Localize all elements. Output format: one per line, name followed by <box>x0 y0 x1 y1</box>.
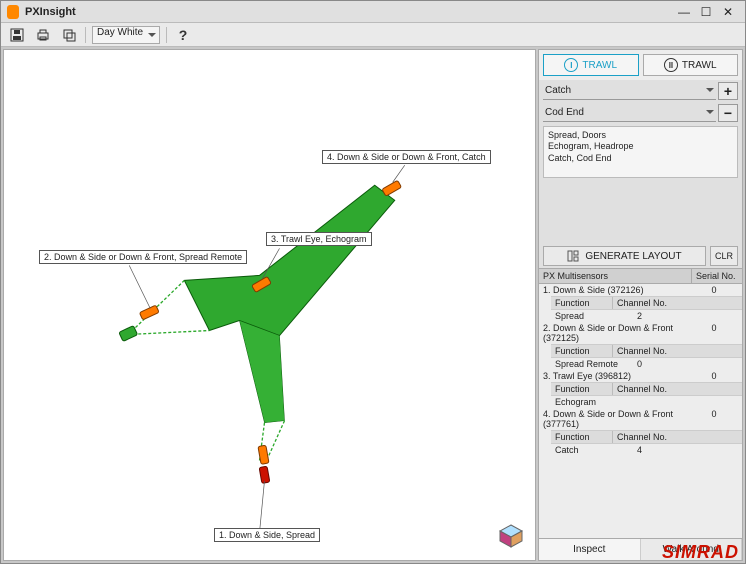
grid-header-name: PX Multisensors <box>539 269 692 283</box>
sensor-name: 3. Trawl Eye (396812) <box>543 371 690 381</box>
sensor-row[interactable]: 4. Down & Side or Down & Front (377761) … <box>539 408 742 430</box>
maximize-button[interactable]: ☐ <box>695 5 717 19</box>
add-button[interactable]: + <box>718 82 738 100</box>
callout-3: 3. Trawl Eye, Echogram <box>266 232 372 246</box>
sensor-ch: 0 <box>637 359 642 369</box>
callout-2: 2. Down & Side or Down & Front, Spread R… <box>39 250 247 264</box>
separator <box>166 27 167 43</box>
sensor-fn: Catch <box>555 445 637 455</box>
clear-button[interactable]: CLR <box>710 246 738 266</box>
dropdown-codend[interactable]: Cod End <box>543 104 716 122</box>
sensor-serial: 0 <box>690 371 738 381</box>
sensor-row[interactable]: 1. Down & Side (372126) 0 <box>539 284 742 296</box>
print-icon[interactable] <box>33 26 53 44</box>
sensor-subrow: Catch4 <box>551 444 742 456</box>
tab-trawl-2[interactable]: II TRAWL <box>643 54 739 76</box>
sensor-fn: Spread <box>555 311 637 321</box>
list-item: Echogram, Headrope <box>548 141 733 152</box>
app-icon <box>7 5 19 19</box>
list-item: Spread, Doors <box>548 130 733 141</box>
gen-label: GENERATE LAYOUT <box>585 251 681 262</box>
tab-trawl-1[interactable]: I TRAWL <box>543 54 639 76</box>
trawl-tabs: I TRAWL II TRAWL <box>539 50 742 80</box>
save-icon[interactable] <box>7 26 27 44</box>
sensor-subrow: Spread2 <box>551 310 742 322</box>
sensor-serial: 0 <box>690 409 738 429</box>
roman-2-icon: II <box>664 58 678 72</box>
sensor-row[interactable]: 3. Trawl Eye (396812) 0 <box>539 370 742 382</box>
callout-1: 1. Down & Side, Spread <box>214 528 320 542</box>
dd-value: Catch <box>545 85 571 96</box>
callout-4: 4. Down & Side or Down & Front, Catch <box>322 150 491 164</box>
sensor-name: 1. Down & Side (372126) <box>543 285 690 295</box>
sensor-subrow: Echogram <box>551 396 742 408</box>
side-panel: I TRAWL II TRAWL Catch + Cod End − Sprea… <box>538 49 743 561</box>
sub-header: FunctionChannel No. <box>551 382 742 396</box>
brand-watermark: SIMRAD <box>662 542 739 563</box>
orientation-cube-icon[interactable] <box>497 522 525 550</box>
help-icon[interactable]: ? <box>173 26 193 44</box>
theme-select[interactable]: Day White <box>92 26 160 44</box>
minimize-button[interactable]: — <box>673 5 695 19</box>
sensor-name: 4. Down & Side or Down & Front (377761) <box>543 409 690 429</box>
sensor-fn: Spread Remote <box>555 359 637 369</box>
viewport-3d[interactable]: 1. Down & Side, Spread 2. Down & Side or… <box>3 49 536 561</box>
sensor-fn: Echogram <box>555 397 637 407</box>
grid-header: PX Multisensors Serial No. <box>539 268 742 284</box>
sensor-subrow: Spread Remote0 <box>551 358 742 370</box>
sensor-ch: 2 <box>637 311 642 321</box>
dd-value: Cod End <box>545 107 584 118</box>
sub-header: FunctionChannel No. <box>551 296 742 310</box>
window-title: PXInsight <box>25 6 673 18</box>
sensor-serial: 0 <box>690 323 738 343</box>
grid-header-serial: Serial No. <box>692 269 742 283</box>
tab-inspect[interactable]: Inspect <box>539 539 641 560</box>
sensor-ch: 4 <box>637 445 642 455</box>
list-item: Catch, Cod End <box>548 153 733 164</box>
tab-label: TRAWL <box>682 60 717 71</box>
sensor-serial: 0 <box>690 285 738 295</box>
clr-label: CLR <box>715 251 733 261</box>
layout-icon <box>567 250 579 262</box>
toolbar: Day White ? <box>1 23 745 47</box>
roman-1-icon: I <box>564 58 578 72</box>
copy-icon[interactable] <box>59 26 79 44</box>
close-button[interactable]: ✕ <box>717 5 739 19</box>
sub-header: FunctionChannel No. <box>551 344 742 358</box>
remove-button[interactable]: − <box>718 104 738 122</box>
sensor-row[interactable]: 2. Down & Side or Down & Front (372125) … <box>539 322 742 344</box>
sub-header: FunctionChannel No. <box>551 430 742 444</box>
dropdown-catch[interactable]: Catch <box>543 82 716 100</box>
titlebar: PXInsight — ☐ ✕ <box>1 1 745 23</box>
sensor-list[interactable]: 1. Down & Side (372126) 0 FunctionChanne… <box>539 284 742 538</box>
trawl-svg <box>4 50 535 561</box>
theme-value: Day White <box>97 27 143 38</box>
tab-label: TRAWL <box>582 60 617 71</box>
sensor-name: 2. Down & Side or Down & Front (372125) <box>543 323 690 343</box>
generate-layout-button[interactable]: GENERATE LAYOUT <box>543 246 706 266</box>
separator <box>85 27 86 43</box>
listbox[interactable]: Spread, Doors Echogram, Headrope Catch, … <box>543 126 738 178</box>
